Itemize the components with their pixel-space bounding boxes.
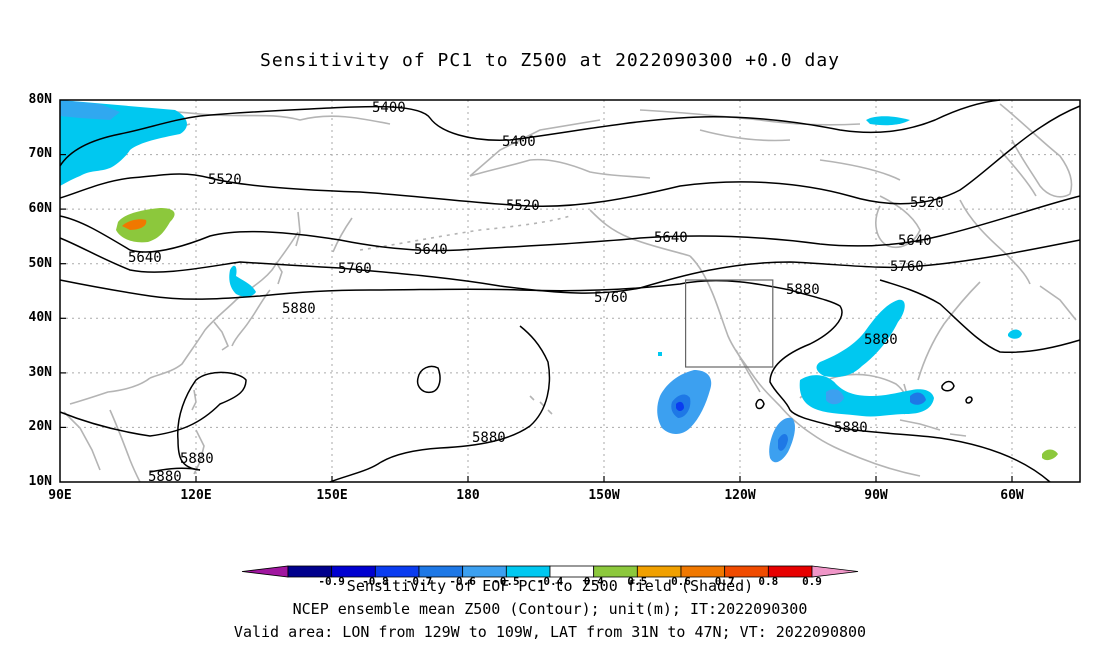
lat-label: 50N (28, 256, 52, 271)
colorbar-tick-label: -0.9 (318, 575, 345, 588)
contour-label: 5760 (890, 259, 924, 275)
contour-label: 5640 (414, 242, 448, 258)
lon-label: 60W (1000, 488, 1024, 503)
chart-title: Sensitivity of PC1 to Z500 at 2022090300… (259, 50, 840, 71)
caption-contour: NCEP ensemble mean Z500 (Contour); unit(… (292, 600, 808, 618)
contour-label: 5760 (338, 261, 372, 277)
sensitivity-shading (60, 100, 1058, 463)
colorbar-swatch (241, 565, 289, 578)
lon-label: 120W (724, 488, 756, 503)
contour-label: 5880 (148, 469, 182, 485)
colorbar-tick-label: 0.6 (671, 575, 691, 588)
colorbar-tick-label: 0.5 (627, 575, 647, 588)
lon-label: 150W (588, 488, 620, 503)
contour-label: 5880 (786, 282, 820, 298)
lat-label: 10N (28, 474, 52, 489)
colorbar-tick-label: -0.4 (537, 575, 564, 588)
contour-label: 5880 (472, 430, 506, 446)
colorbar-swatch (811, 565, 859, 578)
contour-label: 5520 (208, 172, 242, 188)
contour-label: 5400 (372, 100, 406, 116)
contour-label: 5640 (128, 250, 162, 266)
lon-label: 180 (456, 488, 480, 503)
colorbar-tick-label: -0.7 (406, 575, 433, 588)
contour-label: 5640 (898, 233, 932, 249)
lat-label: 20N (28, 419, 52, 434)
lat-label: 60N (28, 201, 52, 216)
lat-label: 40N (28, 310, 52, 325)
valid-area-box (684, 279, 774, 368)
caption-valid-area: Valid area: LON from 129W to 109W, LAT f… (233, 623, 867, 641)
contour-labels: 5400 5400 5520 5520 5520 5640 5640 5640 … (128, 100, 944, 485)
lon-label: 120E (180, 488, 212, 503)
contour-label: 5880 (282, 301, 316, 317)
contour-label: 5400 (502, 134, 536, 150)
colorbar-tick-label: 0.8 (758, 575, 778, 588)
z500-contours (59, 99, 1081, 483)
colorbar-tick-label: -0.8 (362, 575, 389, 588)
colorbar-tick-label: 0.9 (802, 575, 822, 588)
contour-label: 5880 (834, 420, 868, 436)
lat-label: 80N (28, 92, 52, 107)
colorbar-tick-label: 0.4 (584, 575, 604, 588)
contour-label: 5640 (654, 230, 688, 246)
contour-label: 5880 (180, 451, 214, 467)
lon-label: 150E (316, 488, 348, 503)
contour-label: 5760 (594, 290, 628, 306)
lon-label: 90E (48, 488, 72, 503)
lat-label: 30N (28, 365, 52, 380)
colorbar-tick-label: -0.6 (449, 575, 476, 588)
lat-label: 70N (28, 146, 52, 161)
caption-shaded: Sensitivity of EOF PC1 to Z500 field (Sh… (346, 577, 754, 595)
lon-label: 90W (864, 488, 888, 503)
contour-label: 5880 (864, 332, 898, 348)
colorbar-tick-label: 0.7 (715, 575, 735, 588)
colorbar-tick-label: -0.5 (493, 575, 520, 588)
contour-label: 5520 (910, 195, 944, 211)
contour-label: 5520 (506, 198, 540, 214)
